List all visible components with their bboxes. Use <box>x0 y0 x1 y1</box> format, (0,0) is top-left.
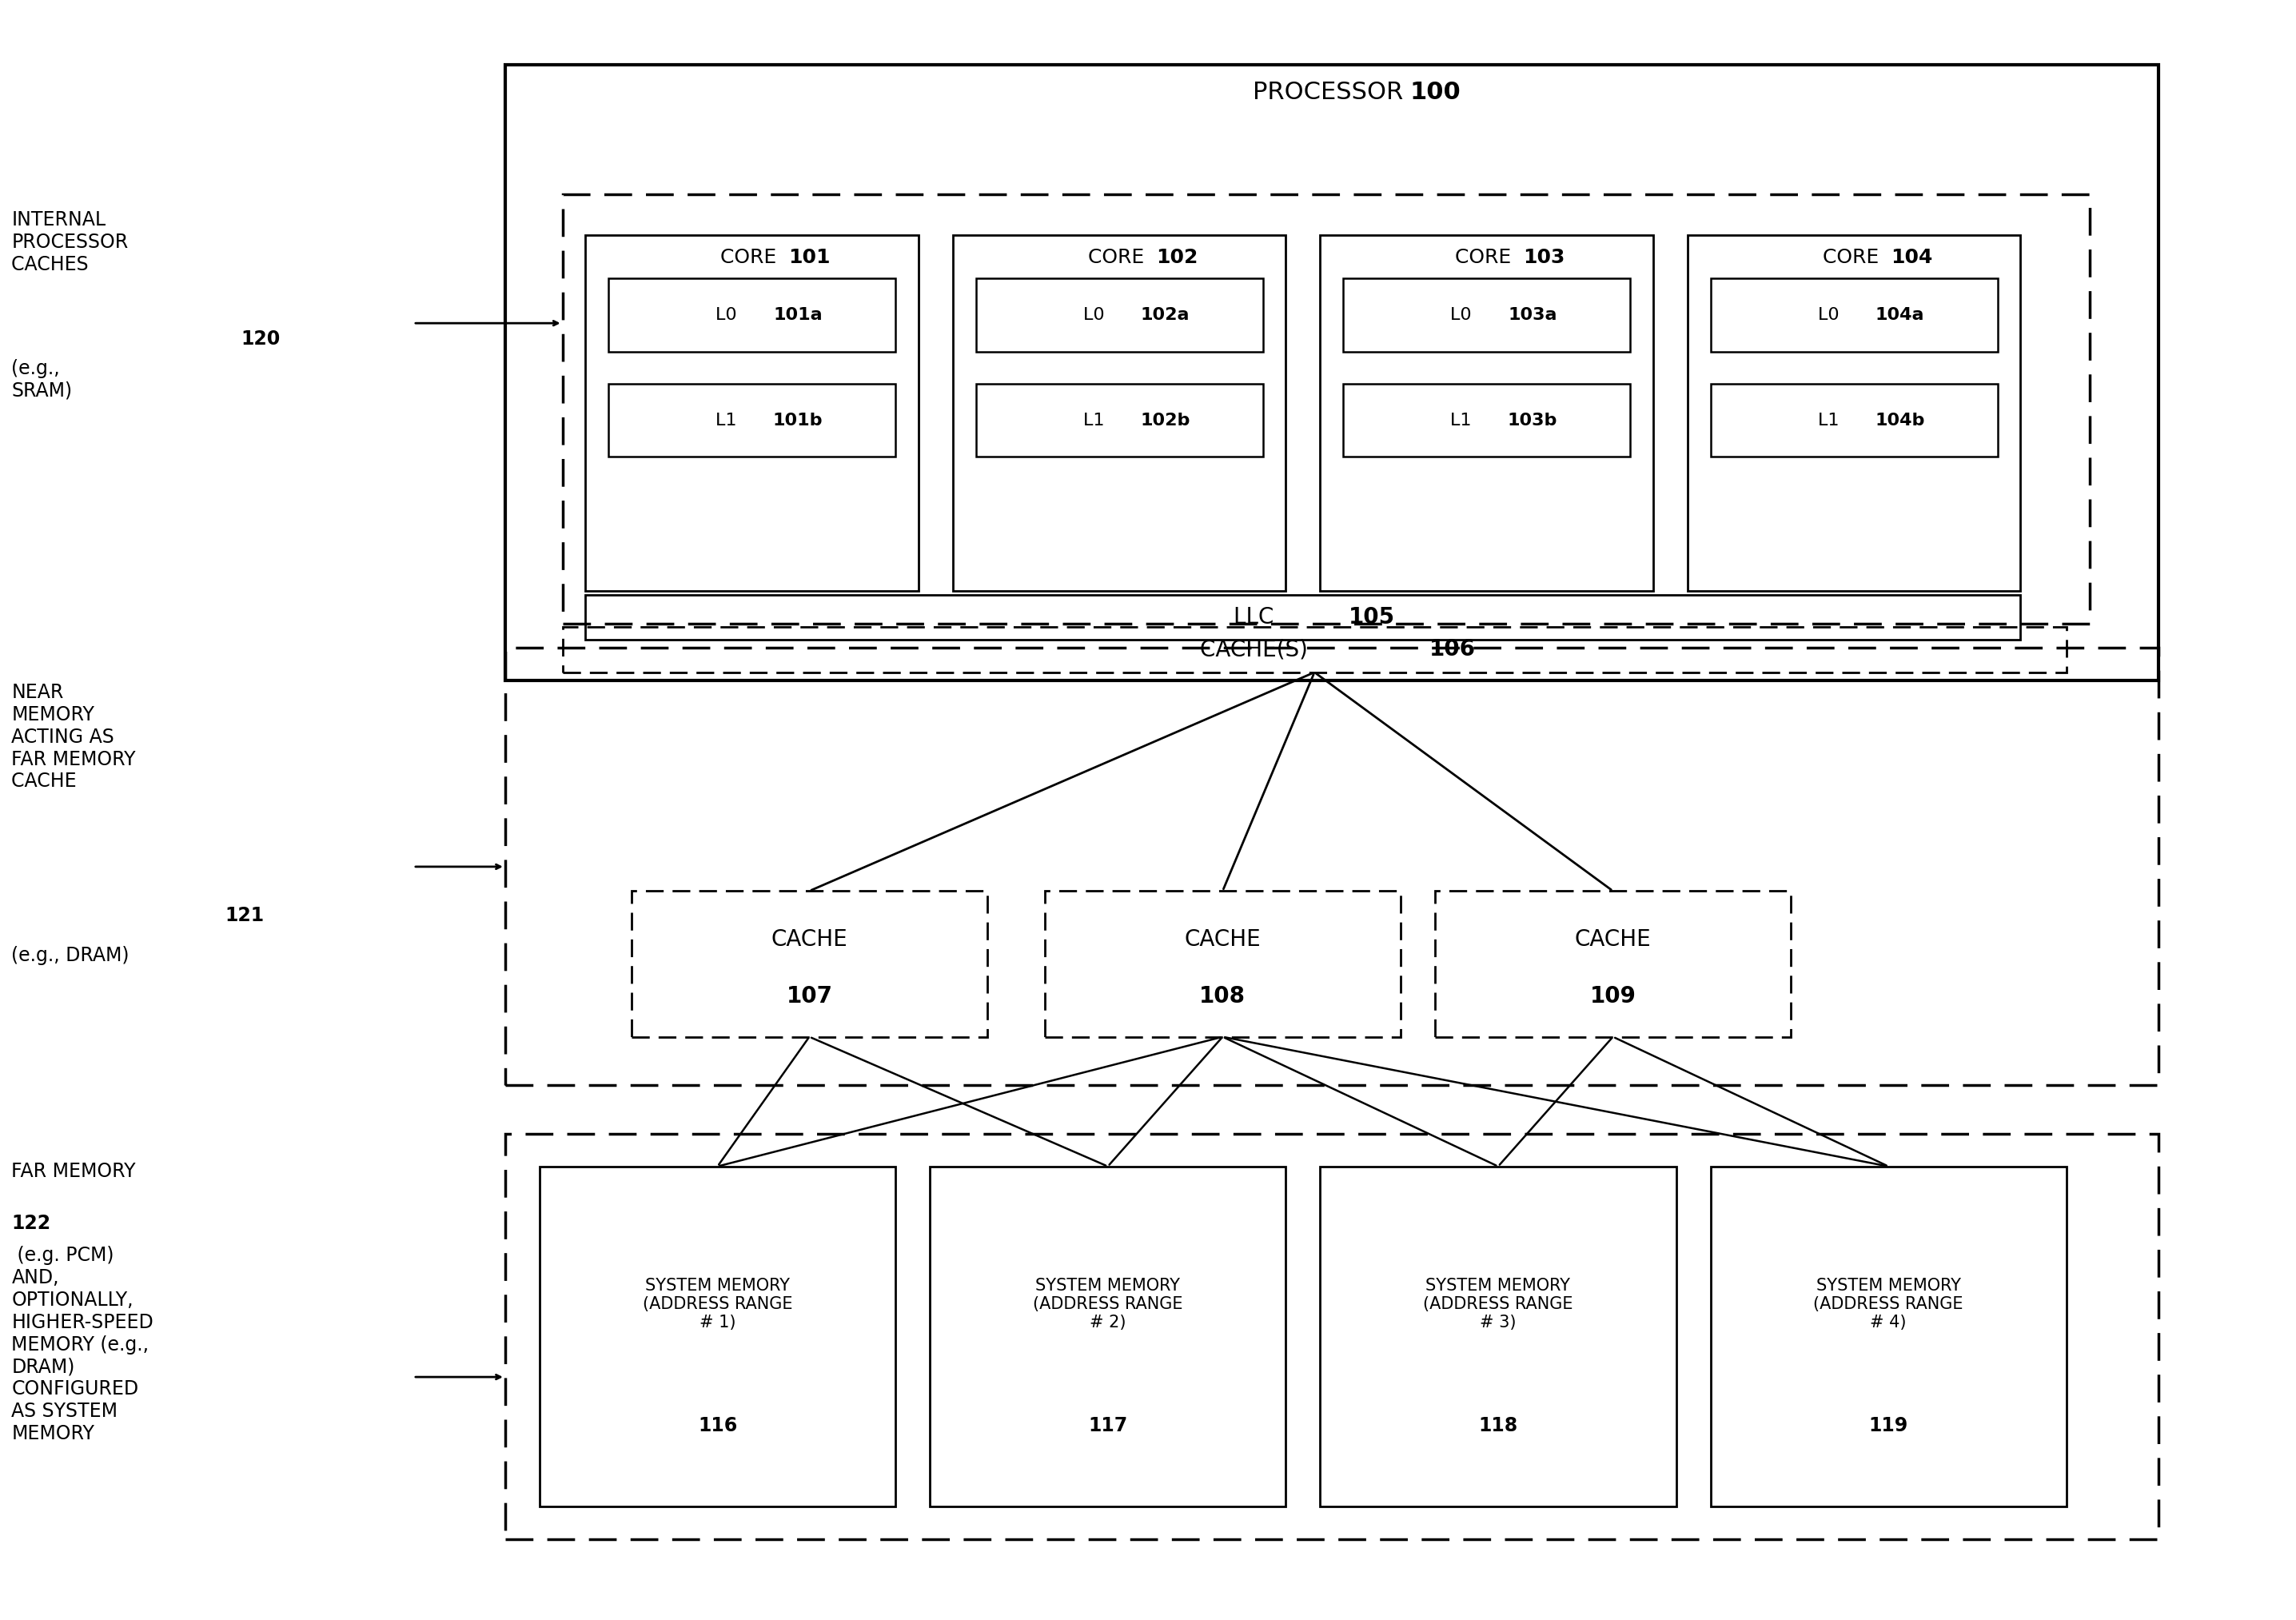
Text: 116: 116 <box>698 1416 737 1435</box>
Text: CACHE: CACHE <box>771 928 847 951</box>
Text: 119: 119 <box>1869 1416 1908 1435</box>
Text: 107: 107 <box>785 985 833 1008</box>
Text: 105: 105 <box>1348 606 1396 629</box>
Text: 109: 109 <box>1589 985 1637 1008</box>
Text: NEAR
MEMORY
ACTING AS
FAR MEMORY
CACHE: NEAR MEMORY ACTING AS FAR MEMORY CACHE <box>11 684 135 791</box>
Text: 100: 100 <box>1410 81 1460 104</box>
Text: LLC: LLC <box>1233 606 1281 629</box>
Text: CACHE(S): CACHE(S) <box>1199 638 1316 661</box>
Text: 106: 106 <box>1428 638 1476 661</box>
Text: CORE: CORE <box>721 248 783 267</box>
Text: 101a: 101a <box>774 308 822 322</box>
Text: SYSTEM MEMORY
(ADDRESS RANGE
# 1): SYSTEM MEMORY (ADDRESS RANGE # 1) <box>643 1278 792 1330</box>
Text: 118: 118 <box>1479 1416 1518 1435</box>
Text: 104b: 104b <box>1876 413 1924 428</box>
Text: (e.g.,
SRAM): (e.g., SRAM) <box>11 360 73 400</box>
Text: 103: 103 <box>1522 248 1566 267</box>
Text: INTERNAL
PROCESSOR
CACHES: INTERNAL PROCESSOR CACHES <box>11 211 129 274</box>
Text: SYSTEM MEMORY
(ADDRESS RANGE
# 2): SYSTEM MEMORY (ADDRESS RANGE # 2) <box>1033 1278 1182 1330</box>
Text: 102b: 102b <box>1141 413 1189 428</box>
Text: 101: 101 <box>788 248 831 267</box>
Text: 117: 117 <box>1088 1416 1127 1435</box>
Text: FAR MEMORY: FAR MEMORY <box>11 1162 135 1204</box>
Text: CORE: CORE <box>1456 248 1518 267</box>
Text: CORE: CORE <box>1823 248 1885 267</box>
Text: 121: 121 <box>225 906 264 925</box>
Text: CACHE: CACHE <box>1575 928 1651 951</box>
Text: CORE: CORE <box>1088 248 1150 267</box>
Text: CACHE: CACHE <box>1185 928 1261 951</box>
Text: L0: L0 <box>1084 308 1109 322</box>
Text: 102a: 102a <box>1141 308 1189 322</box>
Text: L0: L0 <box>716 308 742 322</box>
Text: (e.g. PCM)
AND,
OPTIONALLY,
HIGHER-SPEED
MEMORY (e.g.,
DRAM)
CONFIGURED
AS SYSTE: (e.g. PCM) AND, OPTIONALLY, HIGHER-SPEED… <box>11 1246 154 1443</box>
Text: (e.g., DRAM): (e.g., DRAM) <box>11 946 129 966</box>
Text: 103b: 103b <box>1508 413 1557 428</box>
Text: 102: 102 <box>1155 248 1199 267</box>
Text: L0: L0 <box>1818 308 1844 322</box>
Text: L1: L1 <box>1451 413 1476 428</box>
Text: L1: L1 <box>1084 413 1109 428</box>
Text: SYSTEM MEMORY
(ADDRESS RANGE
# 4): SYSTEM MEMORY (ADDRESS RANGE # 4) <box>1814 1278 1963 1330</box>
Text: PROCESSOR: PROCESSOR <box>1254 81 1410 104</box>
Text: 120: 120 <box>241 330 280 348</box>
Text: 104a: 104a <box>1876 308 1924 322</box>
Text: L0: L0 <box>1451 308 1476 322</box>
Text: SYSTEM MEMORY
(ADDRESS RANGE
# 3): SYSTEM MEMORY (ADDRESS RANGE # 3) <box>1424 1278 1573 1330</box>
Text: 122: 122 <box>11 1213 51 1233</box>
Text: 108: 108 <box>1199 985 1247 1008</box>
Text: 103a: 103a <box>1508 308 1557 322</box>
Text: 104: 104 <box>1890 248 1933 267</box>
Text: L1: L1 <box>1818 413 1844 428</box>
Text: 101b: 101b <box>774 413 822 428</box>
Text: L1: L1 <box>716 413 742 428</box>
